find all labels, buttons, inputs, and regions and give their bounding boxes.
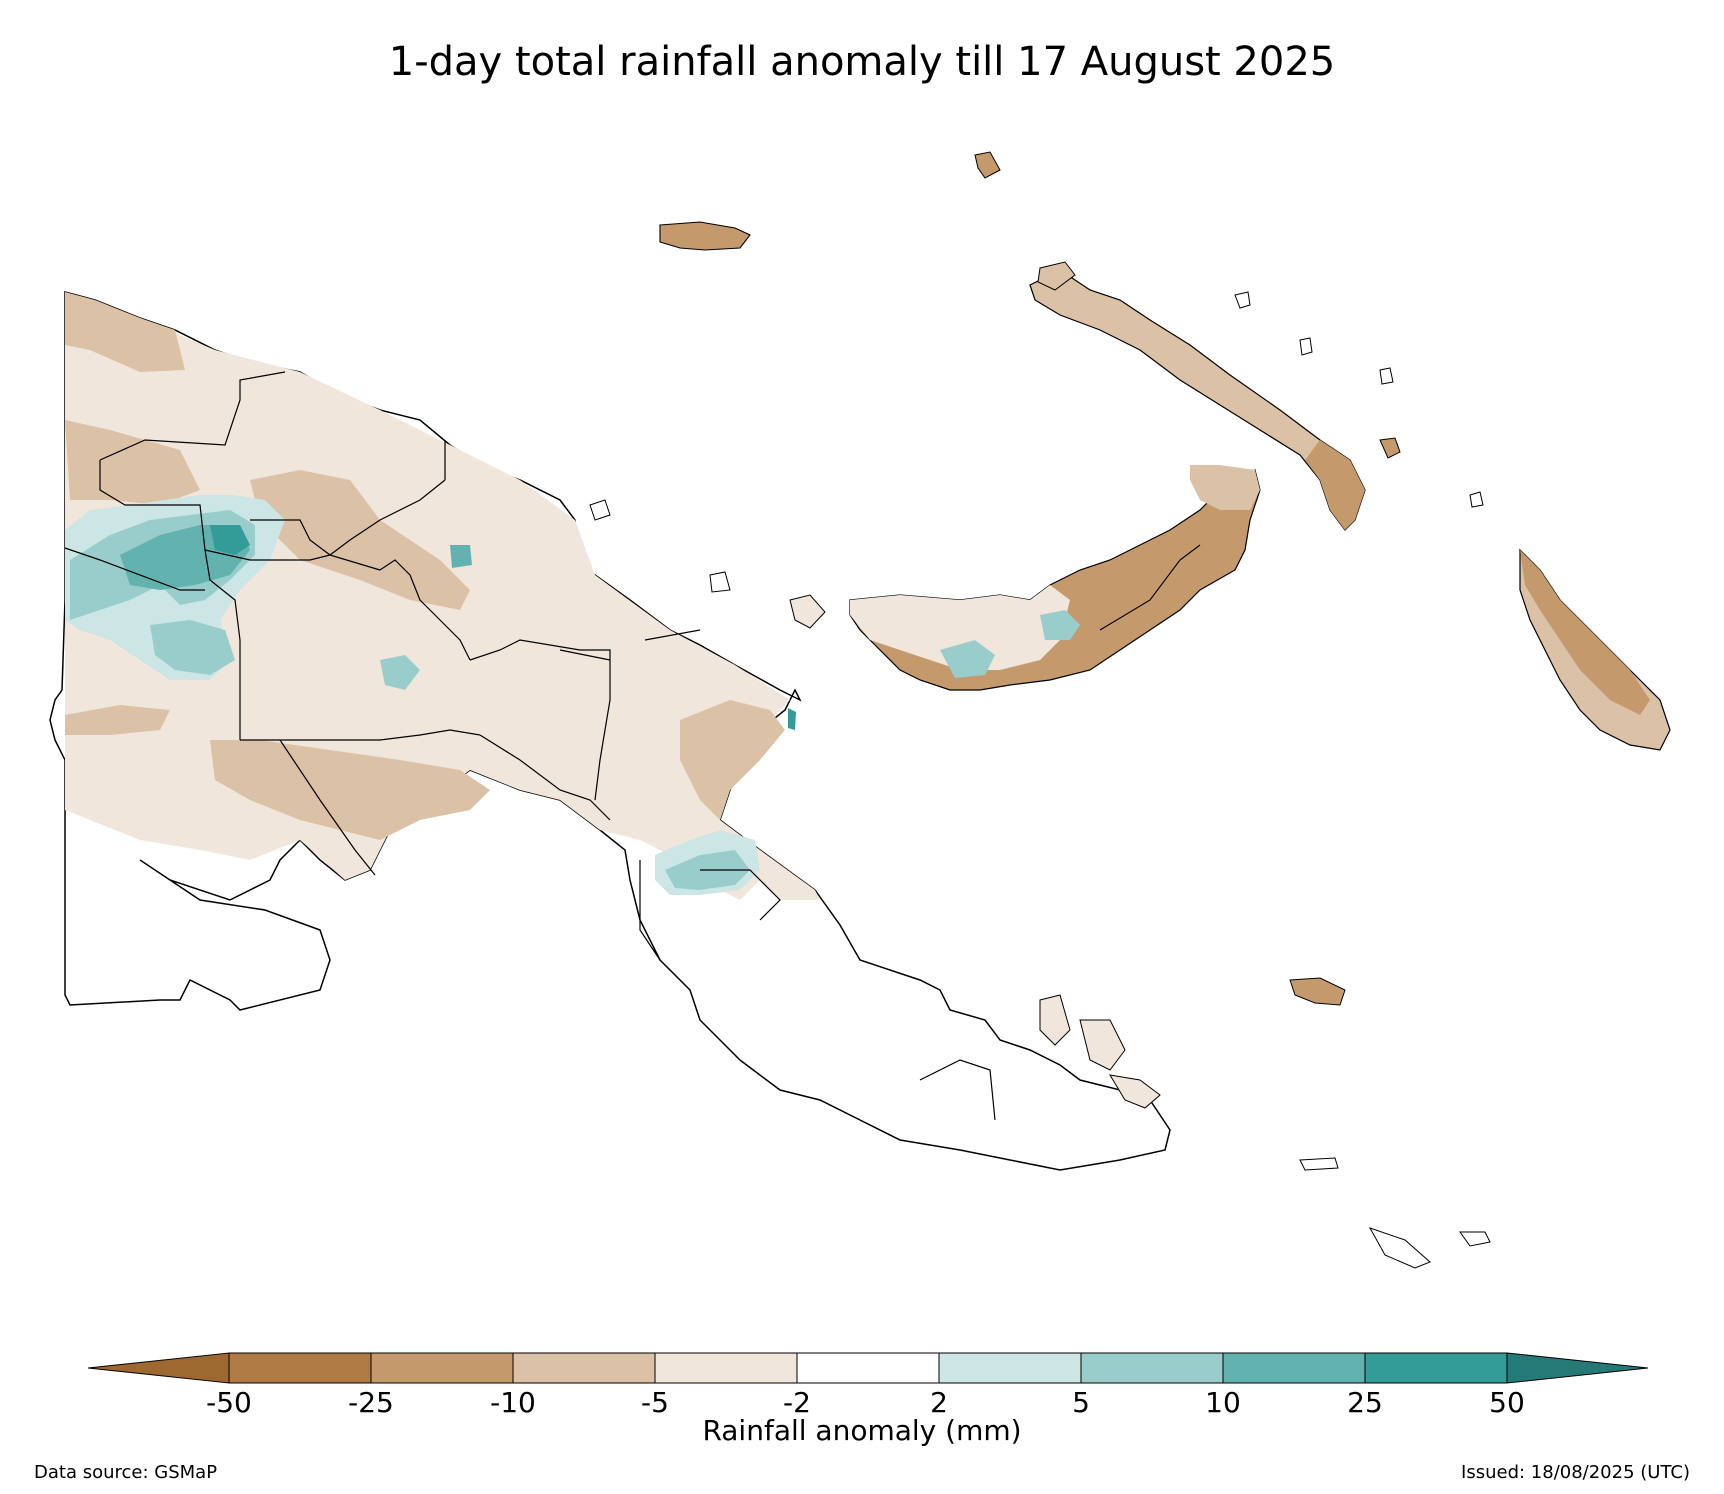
colorbar-segment-9 — [1364, 1352, 1508, 1384]
colorbar-tick: 2 — [930, 1386, 948, 1419]
province-boundaries — [64, 371, 996, 1121]
map-title: 1-day total rainfall anomaly till 17 Aug… — [388, 39, 1336, 85]
colorbar-segment-7 — [1080, 1352, 1224, 1384]
colorbar-extend-right — [1506, 1352, 1649, 1384]
manus-island — [659, 221, 751, 251]
mainland — [49, 291, 1171, 1171]
colorbar — [87, 1352, 1649, 1384]
colorbar-segment-6 — [938, 1352, 1082, 1384]
data-source-note: Data source: GSMaP — [34, 1462, 218, 1483]
anomaly-band-tan-east — [680, 700, 785, 820]
colorbar-tick: 5 — [1072, 1386, 1090, 1419]
colorbar-tick: 50 — [1489, 1386, 1525, 1419]
colorbar-tick: -2 — [783, 1386, 811, 1419]
new-britain — [849, 465, 1261, 691]
colorbar-label: Rainfall anomaly (mm) — [702, 1414, 1022, 1447]
colorbar-segment-1 — [228, 1352, 372, 1384]
colorbar-tick: 10 — [1205, 1386, 1241, 1419]
colorbar-segment-8 — [1222, 1352, 1366, 1384]
anomaly-cell-teal-west-peak — [210, 525, 250, 555]
colorbar-extend-left — [87, 1352, 230, 1384]
anomaly-band-tan-west-mid — [65, 420, 200, 505]
new-britain-gazelle-light — [1190, 465, 1260, 510]
colorbar-tick: 25 — [1347, 1386, 1383, 1419]
anomaly-cell-teal-southwest — [150, 620, 235, 675]
anomaly-cell-teal-center — [380, 655, 420, 690]
colorbar-segment-3 — [512, 1352, 656, 1384]
anomaly-cell-teal-east-coast — [788, 708, 796, 730]
anomaly-cell-teal-small-north — [450, 545, 472, 568]
small-islands — [589, 151, 1491, 1269]
anomaly-band-tan-south-west — [65, 705, 170, 735]
anomaly-band-tan-south — [210, 740, 490, 840]
anomaly-band-tan-center — [250, 470, 470, 610]
new-britain-teal-cell-2 — [940, 640, 995, 678]
colorbar-tick: -50 — [206, 1386, 252, 1419]
issued-date: Issued: 18/08/2025 (UTC) — [1461, 1462, 1690, 1483]
new-britain-outline — [849, 469, 1261, 691]
new-britain-boundary — [1099, 544, 1201, 631]
new-britain-teal-cell — [1040, 610, 1080, 640]
colorbar-tick: -10 — [490, 1386, 536, 1419]
colorbar-segment-2 — [370, 1352, 514, 1384]
colorbar-tick: -25 — [348, 1386, 394, 1419]
bougainville-dark — [1520, 550, 1650, 715]
anomaly-band-tan-west-top — [65, 292, 185, 372]
colorbar-tick: -5 — [641, 1386, 669, 1419]
new-britain-west-light — [850, 585, 1070, 670]
colorbar-segment-5 — [796, 1352, 940, 1384]
colorbar-segment-4 — [654, 1352, 798, 1384]
new-ireland-south-dark — [1305, 440, 1365, 530]
